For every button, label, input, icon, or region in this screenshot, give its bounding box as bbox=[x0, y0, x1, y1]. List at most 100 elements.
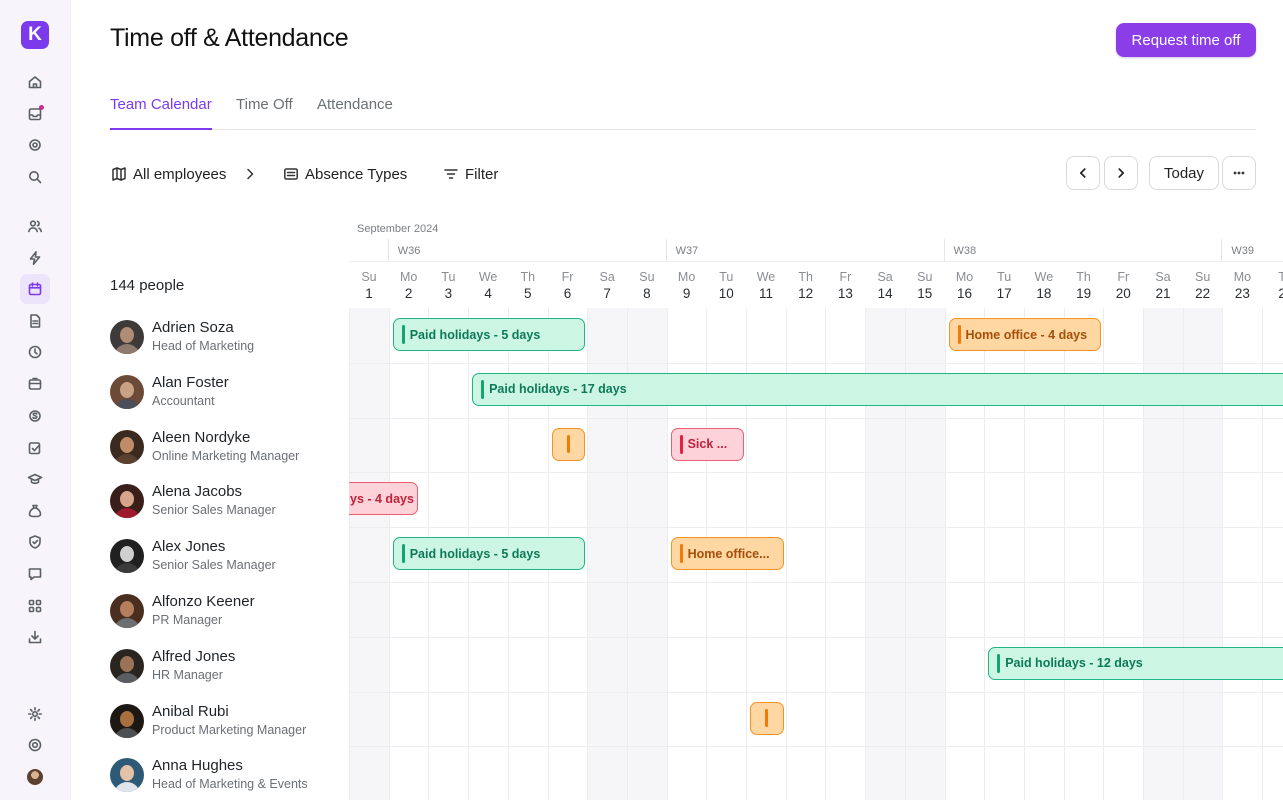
avatar bbox=[110, 703, 144, 738]
day-name: Tu bbox=[997, 270, 1012, 284]
day-number: 2 bbox=[1278, 286, 1283, 301]
event-color-bar bbox=[997, 653, 1001, 673]
day-column bbox=[1222, 308, 1262, 800]
document-icon[interactable] bbox=[20, 306, 50, 336]
person-role: Accountant bbox=[152, 393, 215, 408]
absence-event-home[interactable] bbox=[750, 701, 784, 735]
person-row[interactable]: Alfred Jones HR Manager bbox=[110, 646, 340, 686]
user-avatar[interactable] bbox=[27, 769, 43, 785]
help-icon[interactable] bbox=[20, 730, 50, 760]
person-row[interactable]: Alan Foster Accountant bbox=[110, 372, 340, 412]
tab-team-calendar[interactable]: Team Calendar bbox=[110, 96, 212, 130]
money-bag-icon[interactable] bbox=[20, 496, 50, 526]
day-name: We bbox=[1034, 270, 1054, 284]
clock-icon[interactable] bbox=[20, 337, 50, 367]
inbox-icon[interactable] bbox=[20, 99, 50, 129]
row-divider bbox=[349, 582, 1283, 583]
avatar bbox=[110, 320, 144, 354]
person-row[interactable]: Anibal Rubi Product Marketing Manager bbox=[110, 701, 340, 741]
person-name: Alfonzo Keener bbox=[152, 593, 255, 610]
tab-bar: Team Calendar Time Off Attendance bbox=[110, 96, 1256, 130]
month-label: September 2024 bbox=[357, 223, 439, 235]
absence-event-home[interactable]: Home office - 4 days bbox=[948, 318, 1102, 351]
people-count: 144 people bbox=[110, 277, 185, 294]
event-label: Paid holidays - 5 days bbox=[409, 546, 541, 561]
feedback-icon[interactable] bbox=[20, 559, 50, 589]
event-color-bar bbox=[566, 435, 570, 454]
absence-event-sick[interactable]: ys - 4 days bbox=[349, 482, 419, 516]
review-icon[interactable] bbox=[20, 433, 50, 463]
calendar-icon[interactable] bbox=[20, 274, 50, 304]
person-name: Alex Jones bbox=[152, 538, 226, 556]
day-name: Tu bbox=[719, 270, 734, 284]
day-name: We bbox=[478, 270, 498, 284]
payroll-icon[interactable] bbox=[20, 369, 50, 399]
event-color-bar bbox=[679, 544, 683, 564]
day-number: 8 bbox=[643, 286, 651, 301]
person-row[interactable]: Anna Hughes Head of Marketing & Events bbox=[110, 755, 340, 795]
app-logo[interactable]: K bbox=[21, 21, 49, 49]
person-role: Senior Sales Manager bbox=[152, 503, 276, 518]
person-name: Adrien Soza bbox=[152, 319, 234, 336]
day-name: Su bbox=[361, 270, 377, 284]
day-name: Tu bbox=[441, 270, 456, 284]
tab-time-off[interactable]: Time Off bbox=[236, 96, 293, 113]
absence-event-paid[interactable]: Paid holidays - 12 days bbox=[988, 646, 1283, 680]
learning-icon[interactable] bbox=[20, 464, 50, 494]
apps-icon[interactable] bbox=[20, 591, 50, 621]
today-button[interactable]: Today bbox=[1149, 156, 1219, 190]
row-divider bbox=[349, 636, 1283, 638]
day-column bbox=[666, 308, 707, 800]
day-number: 14 bbox=[877, 286, 893, 301]
filter-button[interactable]: Filter bbox=[443, 164, 498, 184]
expenses-icon[interactable] bbox=[20, 401, 50, 431]
request-time-off-button[interactable]: Request time off bbox=[1116, 23, 1256, 57]
day-number: 22 bbox=[1195, 286, 1211, 301]
lightning-icon[interactable] bbox=[20, 243, 50, 273]
shield-icon[interactable] bbox=[20, 527, 50, 557]
all-employees-selector[interactable]: All employees bbox=[111, 164, 258, 184]
header-divider bbox=[349, 261, 1283, 262]
absence-event-home[interactable] bbox=[551, 427, 586, 461]
absence-types-label: Absence Types bbox=[305, 165, 408, 183]
week-label: W36 bbox=[397, 245, 421, 257]
absence-event-paid[interactable]: Paid holidays - 5 days bbox=[392, 537, 586, 571]
support-icon[interactable] bbox=[20, 130, 50, 160]
person-row[interactable]: Alfonzo Keener PR Manager bbox=[110, 591, 340, 631]
next-button[interactable] bbox=[1104, 156, 1138, 190]
more-options-button[interactable] bbox=[1222, 156, 1256, 190]
team-calendar: September 2024 Su 1 Mo 2 Tu 3 We 4 Th 5 Fr 6 Sa 7 Su 8 M… bbox=[349, 215, 1283, 800]
day-number: 9 bbox=[682, 286, 691, 301]
settings-icon[interactable] bbox=[20, 699, 50, 729]
day-number: 3 bbox=[444, 286, 453, 301]
person-role: HR Manager bbox=[152, 667, 223, 682]
person-row[interactable]: Alena Jacobs Senior Sales Manager bbox=[110, 481, 340, 521]
day-name: Sa bbox=[599, 270, 615, 284]
person-row[interactable]: Adrien Soza Head of Marketing bbox=[110, 317, 340, 357]
week-label: W38 bbox=[953, 245, 977, 257]
person-role: Product Marketing Manager bbox=[152, 722, 307, 737]
download-icon[interactable] bbox=[20, 622, 50, 652]
tab-attendance[interactable]: Attendance bbox=[317, 96, 393, 113]
absence-event-paid[interactable]: Paid holidays - 17 days bbox=[472, 372, 1283, 406]
search-icon[interactable] bbox=[20, 162, 50, 192]
person-name: Alena Jacobs bbox=[152, 483, 243, 501]
week-label: W39 bbox=[1231, 245, 1255, 257]
absence-event-sick[interactable]: Sick ... bbox=[670, 427, 744, 461]
event-color-bar bbox=[401, 544, 405, 564]
person-row[interactable]: Alex Jones Senior Sales Manager bbox=[110, 536, 340, 576]
event-color-bar bbox=[401, 325, 405, 344]
absence-types-button[interactable]: Absence Types bbox=[283, 164, 407, 184]
day-number: 12 bbox=[798, 286, 814, 301]
notification-dot bbox=[39, 105, 44, 110]
day-name: Su bbox=[639, 270, 655, 284]
week-separator bbox=[1221, 239, 1223, 261]
absence-event-paid[interactable]: Paid holidays - 5 days bbox=[392, 318, 586, 351]
person-row[interactable]: Aleen Nordyke Online Marketing Manager bbox=[110, 427, 340, 467]
people-icon[interactable] bbox=[20, 211, 50, 241]
home-icon[interactable] bbox=[20, 67, 50, 97]
chevron-right-icon bbox=[1118, 168, 1125, 178]
day-number: 17 bbox=[996, 286, 1012, 301]
absence-event-home[interactable]: Home office... bbox=[670, 537, 784, 571]
previous-button[interactable] bbox=[1066, 156, 1100, 190]
